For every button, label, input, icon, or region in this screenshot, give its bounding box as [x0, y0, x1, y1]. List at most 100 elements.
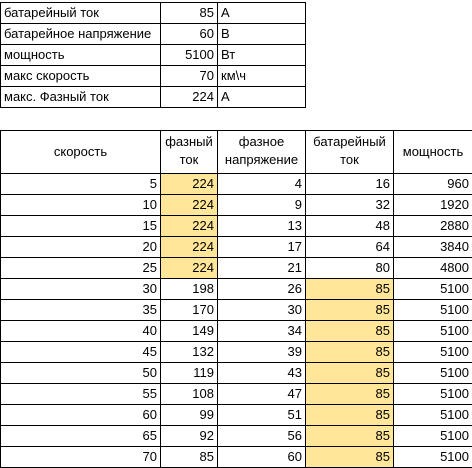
cell-speed[interactable]: 60 [1, 405, 161, 426]
cell-phase-current[interactable]: 149 [161, 321, 218, 342]
cell-battery-current[interactable]: 85 [306, 405, 394, 426]
cell-power[interactable]: 5100 [394, 447, 472, 468]
cell-battery-current[interactable]: 80 [306, 258, 394, 279]
cell-speed[interactable]: 40 [1, 321, 161, 342]
param-value[interactable]: 60 [161, 24, 218, 45]
cell-speed[interactable]: 30 [1, 279, 161, 300]
cell-phase-voltage[interactable]: 30 [218, 300, 306, 321]
param-label[interactable]: батарейное напряжение [1, 24, 161, 45]
cell-power[interactable]: 5100 [394, 342, 472, 363]
cell-battery-current[interactable]: 85 [306, 384, 394, 405]
cell-phase-current[interactable]: 170 [161, 300, 218, 321]
cell-battery-current[interactable]: 64 [306, 237, 394, 258]
cell-battery-current[interactable]: 85 [306, 363, 394, 384]
param-unit[interactable]: В [218, 24, 306, 45]
cell-phase-voltage[interactable]: 34 [218, 321, 306, 342]
cell-phase-current[interactable]: 224 [161, 237, 218, 258]
param-unit[interactable]: А [218, 87, 306, 108]
header-phase-voltage[interactable]: фазное напряжение [218, 131, 306, 174]
param-value[interactable]: 70 [161, 66, 218, 87]
cell-power[interactable]: 5100 [394, 363, 472, 384]
cell-phase-voltage[interactable]: 9 [218, 195, 306, 216]
cell-phase-current[interactable]: 92 [161, 426, 218, 447]
cell-power[interactable]: 5100 [394, 279, 472, 300]
cell-phase-voltage[interactable]: 47 [218, 384, 306, 405]
cell-power[interactable]: 5100 [394, 426, 472, 447]
param-label[interactable]: макс. Фазный ток [1, 87, 161, 108]
param-unit[interactable]: Вт [218, 45, 306, 66]
header-speed[interactable]: скорость [1, 131, 161, 174]
cell-phase-current[interactable]: 224 [161, 258, 218, 279]
cell-phase-current[interactable]: 198 [161, 279, 218, 300]
cell-battery-current[interactable]: 85 [306, 342, 394, 363]
param-unit[interactable]: км\ч [218, 66, 306, 87]
header-power[interactable]: мощность [394, 131, 472, 174]
param-unit[interactable]: А [218, 3, 306, 24]
cell-battery-current[interactable]: 85 [306, 300, 394, 321]
cell-phase-current[interactable]: 85 [161, 447, 218, 468]
cell-power[interactable]: 5100 [394, 300, 472, 321]
param-label[interactable]: батарейный ток [1, 3, 161, 24]
cell-battery-current[interactable]: 85 [306, 426, 394, 447]
cell-phase-voltage[interactable]: 60 [218, 447, 306, 468]
header-battery-current[interactable]: батарейный ток [306, 131, 394, 174]
cell-phase-current[interactable]: 119 [161, 363, 218, 384]
cell-phase-voltage[interactable]: 56 [218, 426, 306, 447]
cell-battery-current[interactable]: 85 [306, 447, 394, 468]
cell-battery-current[interactable]: 32 [306, 195, 394, 216]
cell-speed[interactable]: 55 [1, 384, 161, 405]
param-value[interactable]: 85 [161, 3, 218, 24]
header-phase-current[interactable]: фазный ток [161, 131, 218, 174]
cell-phase-voltage[interactable]: 17 [218, 237, 306, 258]
cell-speed[interactable]: 50 [1, 363, 161, 384]
cell-phase-voltage[interactable]: 21 [218, 258, 306, 279]
param-label[interactable]: мощность [1, 45, 161, 66]
cell-battery-current[interactable]: 48 [306, 216, 394, 237]
cell-phase-current[interactable]: 99 [161, 405, 218, 426]
cell-phase-current[interactable]: 224 [161, 195, 218, 216]
speed-table: скорость фазный ток фазное напряжение ба… [0, 130, 472, 468]
cell-power[interactable]: 4800 [394, 258, 472, 279]
cell-phase-voltage[interactable]: 26 [218, 279, 306, 300]
cell-phase-voltage[interactable]: 13 [218, 216, 306, 237]
cell-speed[interactable]: 10 [1, 195, 161, 216]
cell-battery-current[interactable]: 16 [306, 174, 394, 195]
cell-speed[interactable]: 70 [1, 447, 161, 468]
cell-speed[interactable]: 45 [1, 342, 161, 363]
cell-power[interactable]: 2880 [394, 216, 472, 237]
cell-speed[interactable]: 65 [1, 426, 161, 447]
cell-phase-current[interactable]: 108 [161, 384, 218, 405]
param-value[interactable]: 5100 [161, 45, 218, 66]
cell-phase-current[interactable]: 224 [161, 174, 218, 195]
cell-phase-voltage[interactable]: 4 [218, 174, 306, 195]
cell-power[interactable]: 5100 [394, 384, 472, 405]
cell-speed[interactable]: 25 [1, 258, 161, 279]
cell-phase-voltage[interactable]: 51 [218, 405, 306, 426]
cell-power[interactable]: 5100 [394, 405, 472, 426]
cell-power[interactable]: 960 [394, 174, 472, 195]
param-label[interactable]: макс скорость [1, 66, 161, 87]
cell-speed[interactable]: 15 [1, 216, 161, 237]
cell-battery-current[interactable]: 85 [306, 321, 394, 342]
cell-power[interactable]: 3840 [394, 237, 472, 258]
cell-phase-voltage[interactable]: 43 [218, 363, 306, 384]
cell-phase-current[interactable]: 224 [161, 216, 218, 237]
cell-speed[interactable]: 5 [1, 174, 161, 195]
cell-speed[interactable]: 35 [1, 300, 161, 321]
param-value[interactable]: 224 [161, 87, 218, 108]
cell-power[interactable]: 1920 [394, 195, 472, 216]
cell-power[interactable]: 5100 [394, 321, 472, 342]
cell-speed[interactable]: 20 [1, 237, 161, 258]
cell-phase-current[interactable]: 132 [161, 342, 218, 363]
cell-phase-voltage[interactable]: 39 [218, 342, 306, 363]
cell-battery-current[interactable]: 85 [306, 279, 394, 300]
